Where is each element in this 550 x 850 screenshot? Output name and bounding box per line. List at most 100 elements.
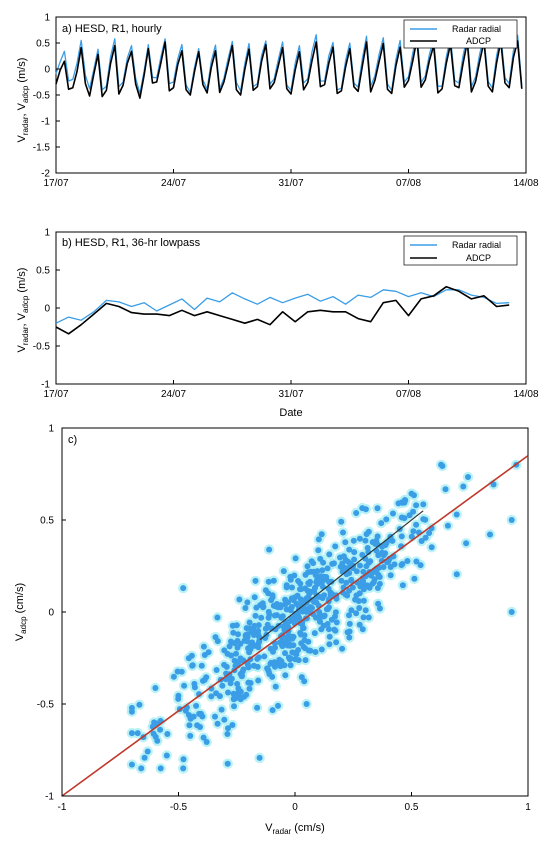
scatter-point (289, 649, 296, 656)
scatter-point (395, 500, 402, 507)
scatter-point (353, 510, 360, 516)
scatter-point (364, 582, 371, 589)
scatter-point (134, 730, 141, 737)
scatter-point (338, 577, 345, 584)
scatter-point (411, 575, 418, 582)
scatter-point (326, 641, 333, 648)
panel-c-points-group (126, 459, 522, 774)
panel-c-ylabel-unit: (cm/s) (14, 583, 26, 617)
scatter-point (154, 737, 161, 744)
scatter-point (224, 731, 231, 737)
scatter-point (370, 579, 377, 586)
scatter-point (185, 712, 192, 718)
scatter-point (224, 650, 231, 657)
scatter-point (422, 534, 429, 541)
scatter-point (298, 586, 305, 592)
panel-b-legend-adcp-label: ADCP (466, 253, 491, 263)
scatter-point (373, 568, 380, 575)
panel-b-legend-radar-label: Radar radial (452, 240, 501, 250)
scatter-point (208, 693, 215, 700)
fit-line (61, 454, 529, 797)
scatter-point (258, 614, 265, 621)
scatter-point (417, 562, 424, 569)
panel-c-xlabel: Vradar (cm/s) (265, 822, 325, 836)
scatter-point (304, 563, 311, 570)
scatter-point (264, 621, 271, 628)
scatter-point (342, 539, 349, 546)
scatter-point (279, 613, 285, 620)
scatter-point (408, 490, 415, 497)
scatter-point (317, 555, 324, 562)
scatter-point (255, 644, 262, 651)
scatter-point (201, 652, 208, 658)
scatter-point (438, 461, 445, 468)
scatter-point (128, 708, 135, 715)
scatter-point (365, 559, 372, 566)
scatter-point (128, 730, 135, 737)
panel-b-ylabel-sep: , V (16, 312, 28, 326)
series-line-adcp (55, 38, 523, 99)
y-tick-label: 0.5 (36, 266, 50, 277)
scatter-point (303, 701, 310, 707)
scatter-point (413, 502, 420, 509)
scatter-point (331, 560, 337, 567)
x-tick-label: -1 (58, 802, 67, 813)
scatter-point (252, 577, 259, 584)
scatter-point (428, 544, 435, 551)
scatter-point (287, 607, 294, 614)
scatter-point (346, 634, 353, 641)
scatter-point (157, 726, 164, 733)
scatter-point (399, 582, 406, 589)
scatter-point (280, 568, 287, 575)
scatter-point (266, 546, 273, 553)
y-tick-label: -0.5 (33, 91, 51, 102)
scatter-point (360, 614, 367, 621)
scatter-point (203, 739, 210, 745)
scatter-point (170, 673, 177, 680)
x-tick-label: 14/08 (513, 178, 538, 189)
scatter-point (376, 574, 383, 580)
scatter-point (355, 598, 362, 604)
scatter-point (212, 713, 218, 720)
scatter-point (362, 537, 369, 544)
scatter-point (277, 604, 284, 611)
scatter-point (200, 734, 207, 741)
scatter-point (269, 673, 276, 680)
scatter-point (152, 685, 159, 691)
x-tick-label: 07/08 (396, 389, 421, 400)
scatter-point (141, 754, 148, 761)
scatter-point (252, 612, 259, 619)
scatter-point (508, 517, 515, 523)
y-tick-label: 0 (48, 608, 54, 619)
scatter-point (190, 713, 197, 720)
panel-b-ylabel-sub1: radar (21, 326, 30, 345)
x-tick-label: 1 (525, 802, 531, 813)
scatter-point (273, 661, 280, 668)
scatter-point (227, 638, 234, 645)
scatter-point (351, 556, 358, 563)
scatter-point (242, 605, 249, 611)
scatter-point (253, 604, 260, 611)
scatter-point (218, 706, 225, 713)
scatter-point (225, 689, 231, 696)
scatter-point (256, 754, 263, 761)
scatter-point (239, 668, 246, 675)
scatter-point (356, 621, 363, 628)
panel-b-x-ticks: 17/07 24/07 31/07 07/08 14/08 (43, 380, 539, 400)
scatter-point (413, 558, 420, 565)
scatter-point (151, 719, 158, 726)
scatter-point (340, 553, 347, 560)
scatter-point (144, 748, 151, 755)
scatter-point (351, 549, 358, 556)
scatter-point (248, 629, 255, 635)
panel-a-ylabel-sub2: adcp (21, 85, 30, 103)
scatter-point (369, 539, 376, 546)
scatter-point (272, 644, 278, 651)
panel-c: -1-0.500.51 -1 -0.5 0 0.5 1 c) Vadcp (cm/s) … (14, 424, 531, 837)
series-line-radar-radial (55, 289, 510, 324)
scatter-point (297, 629, 304, 636)
scatter-point (269, 592, 276, 599)
scatter-point (251, 594, 258, 601)
scatter-point (225, 725, 231, 732)
scatter-point (321, 592, 328, 599)
